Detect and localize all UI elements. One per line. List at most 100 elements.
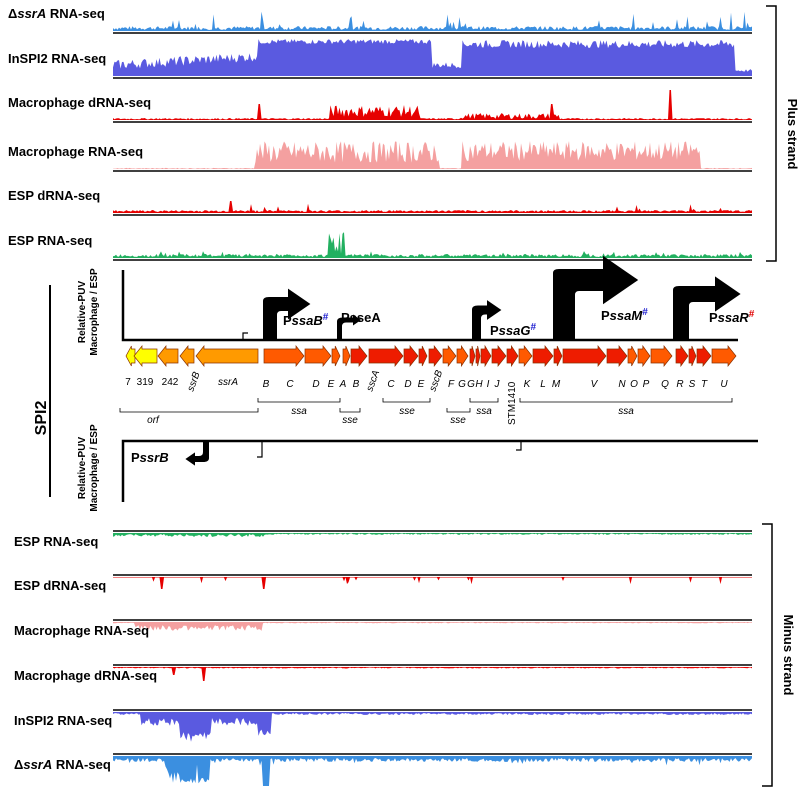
gene-arrow (627, 345, 638, 367)
gene-label: E (418, 379, 425, 390)
gene-label: T (701, 379, 708, 390)
gene-arrow (711, 345, 737, 367)
plus-track: Macrophage dRNA-seq (8, 90, 752, 123)
coverage-profile (113, 232, 752, 258)
gene-label: F (448, 379, 455, 390)
gene-label: C (286, 379, 294, 390)
gene-arrow (532, 345, 554, 367)
coverage-profile (113, 201, 752, 213)
minus-strand-bracket (762, 523, 773, 787)
gene-label: D (404, 379, 411, 390)
gene-arrow (650, 345, 673, 367)
operon-bracket (257, 398, 341, 403)
coverage-profile (113, 712, 752, 742)
gene-arrow (606, 345, 628, 367)
coverage-profile (113, 667, 752, 681)
gene-arrow (342, 345, 351, 367)
gene-label: L (540, 379, 546, 390)
promoter-label: PssaG# (490, 322, 536, 339)
relative-puv-plus-sub: Macrophage / ESP (89, 268, 100, 356)
plus-strand-bracket (766, 5, 777, 262)
gene-arrow (331, 345, 341, 367)
operon-bracket (519, 398, 733, 403)
gene-arrow (428, 344, 443, 368)
small-promoter-tick (516, 441, 522, 451)
coverage-profile (113, 11, 752, 31)
gene-label: H (475, 379, 483, 390)
gene-arrow (350, 345, 368, 367)
coverage-profile (113, 577, 752, 589)
minus-track: Macrophage RNA-seq (14, 619, 752, 638)
gene-arrow (157, 345, 179, 367)
operon-bracket (119, 408, 259, 413)
gene-label: V (591, 379, 599, 390)
promoter-label: PssrB (131, 450, 169, 465)
gene-label: N (618, 379, 626, 390)
track-label: InSPI2 RNA-seq (8, 51, 106, 66)
coverage-profile (113, 756, 752, 786)
plus-strand-tracks: ΔssrA RNA-seq InSPI2 RNA-seq Macrophage dR… (8, 6, 752, 261)
gene-label: Q (661, 379, 669, 390)
minus-track: ΔssrA RNA-seq (14, 753, 752, 786)
operon-bracket (446, 408, 471, 413)
operon-label: sse (399, 406, 415, 417)
gene-label: C (387, 379, 395, 390)
coverage-profile (113, 90, 752, 120)
plus-track: ESP RNA-seq (8, 232, 752, 261)
gene-label: P (643, 379, 650, 390)
gene-label: U (720, 379, 728, 390)
track-label: ESP dRNA-seq (8, 188, 100, 203)
gene-label: R (676, 379, 683, 390)
gene-arrow (195, 345, 259, 367)
plus-strand-label: Plus strand (785, 99, 800, 170)
gene-arrow (688, 345, 697, 367)
gene-arrow (125, 345, 136, 367)
gene-label: ssrA (218, 377, 238, 388)
promoter-arrow (673, 276, 741, 340)
gene-arrow (506, 344, 519, 368)
coverage-profile (113, 533, 752, 537)
gene-arrow (696, 345, 712, 367)
minus-strand-tracks: ESP RNA-seq ESP dRNA-seq Macrophage RNA-se… (14, 530, 752, 786)
gene-arrow (418, 345, 428, 367)
gene-arrow (480, 344, 492, 368)
operon-bracket (339, 408, 361, 413)
track-label: Macrophage RNA-seq (8, 144, 143, 159)
relative-puv-minus-sub: Macrophage / ESP (89, 424, 100, 512)
operon-bracket (382, 398, 431, 403)
promoter-arrow (472, 300, 502, 340)
gene-arrow (304, 345, 332, 367)
promoter-arrow (337, 314, 361, 340)
coverage-profile (113, 141, 752, 169)
spi2-label: SPI2 (33, 401, 50, 436)
gene-label: sscA (364, 369, 382, 393)
gene-label: A (339, 379, 347, 390)
track-label: ESP RNA-seq (8, 233, 92, 248)
track-label: ΔssrA RNA-seq (8, 6, 105, 21)
operon-label: sse (450, 415, 466, 426)
track-label: Macrophage RNA-seq (14, 623, 149, 638)
gene-label: sscB (427, 369, 445, 393)
minus-strand-label: Minus strand (781, 615, 796, 696)
plus-promoter-axis (121, 270, 738, 342)
minus-track: ESP RNA-seq (14, 530, 752, 549)
gene-label: K (524, 379, 532, 390)
promoter-arrow (185, 441, 209, 466)
gene-arrow (562, 345, 607, 367)
promoter-label: PsseA (341, 310, 381, 325)
gene-label: G (458, 379, 466, 390)
plus-track: InSPI2 RNA-seq (8, 39, 752, 79)
gene-label: 242 (162, 377, 179, 388)
gene-label: E (328, 379, 335, 390)
track-label: Macrophage dRNA-seq (14, 668, 157, 683)
gene-label: STM1410 (507, 381, 518, 425)
plus-track: Macrophage RNA-seq (8, 141, 752, 172)
gene-label: G (467, 379, 475, 390)
plus-track: ESP dRNA-seq (8, 188, 752, 216)
track-label: InSPI2 RNA-seq (14, 713, 112, 728)
coverage-profile (113, 39, 752, 76)
